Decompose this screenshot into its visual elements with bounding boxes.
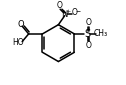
Text: CH₃: CH₃ [93,29,108,38]
Text: S: S [85,29,91,39]
Text: O: O [56,2,62,10]
Text: O: O [17,20,24,29]
Text: −: − [76,9,81,14]
Text: O: O [72,8,78,17]
Text: O: O [85,41,91,50]
Text: O: O [85,18,91,27]
Text: N: N [61,10,68,19]
Text: HO: HO [12,38,24,47]
Text: +: + [65,9,71,14]
